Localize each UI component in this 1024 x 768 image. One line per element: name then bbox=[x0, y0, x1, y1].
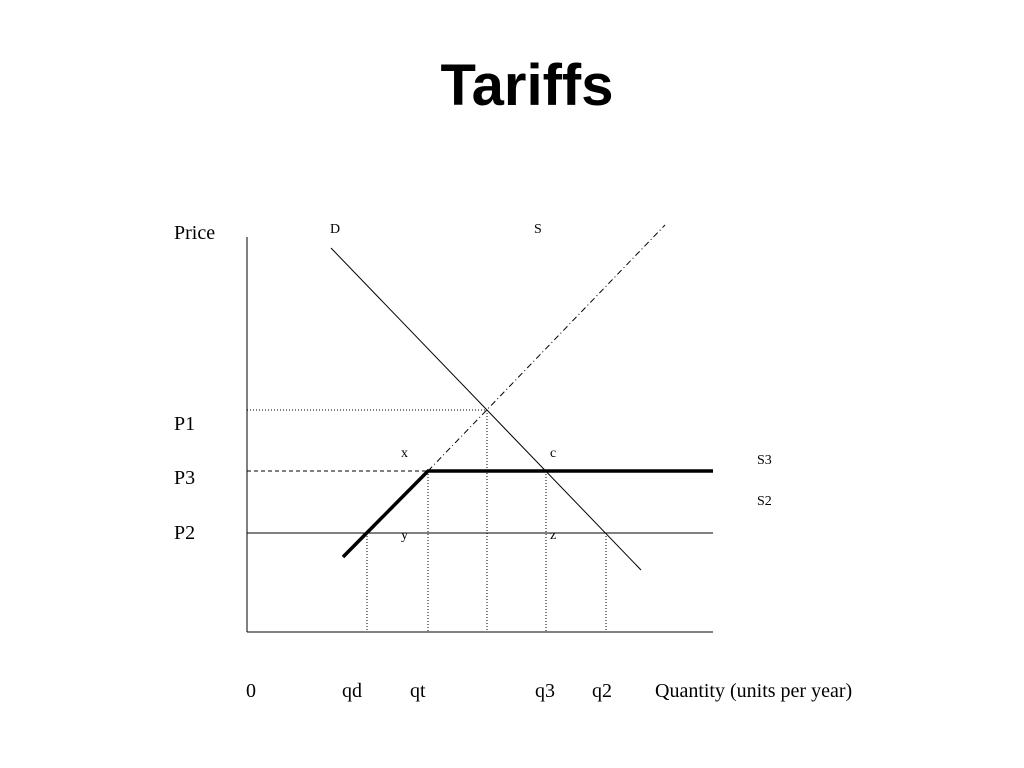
s3-line bbox=[341, 469, 713, 559]
supply-curve bbox=[427, 224, 666, 472]
title: Tariffs bbox=[441, 53, 614, 118]
point-label: x bbox=[401, 446, 408, 461]
point-label: z bbox=[550, 528, 556, 543]
price-label: P2 bbox=[174, 522, 195, 544]
demand-label: D bbox=[330, 222, 340, 237]
quantity-label: q2 bbox=[592, 680, 612, 702]
quantity-label: qd bbox=[342, 680, 362, 702]
s2-label: S2 bbox=[757, 494, 772, 509]
demand-curve bbox=[330, 247, 642, 571]
s3-label: S3 bbox=[757, 453, 772, 468]
y-axis-label: Price bbox=[174, 222, 215, 244]
price-label: P1 bbox=[174, 413, 195, 435]
supply-label: S bbox=[534, 222, 542, 237]
point-label: c bbox=[550, 446, 556, 461]
quantity-label: 0 bbox=[246, 680, 256, 702]
quantity-label: q3 bbox=[535, 680, 555, 702]
quantity-label: qt bbox=[410, 680, 426, 702]
point-label: y bbox=[401, 528, 408, 543]
price-label: P3 bbox=[174, 467, 195, 489]
x-axis-label: Quantity (units per year) bbox=[655, 680, 852, 702]
